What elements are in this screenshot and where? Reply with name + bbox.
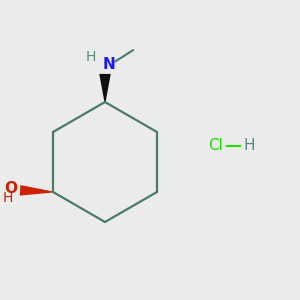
Polygon shape xyxy=(20,185,53,196)
Text: O: O xyxy=(5,182,18,196)
Text: N: N xyxy=(102,57,115,72)
Text: H: H xyxy=(244,138,255,153)
Polygon shape xyxy=(99,74,111,102)
Text: Cl: Cl xyxy=(208,138,224,153)
Text: H: H xyxy=(2,191,13,205)
Text: H: H xyxy=(86,50,96,64)
